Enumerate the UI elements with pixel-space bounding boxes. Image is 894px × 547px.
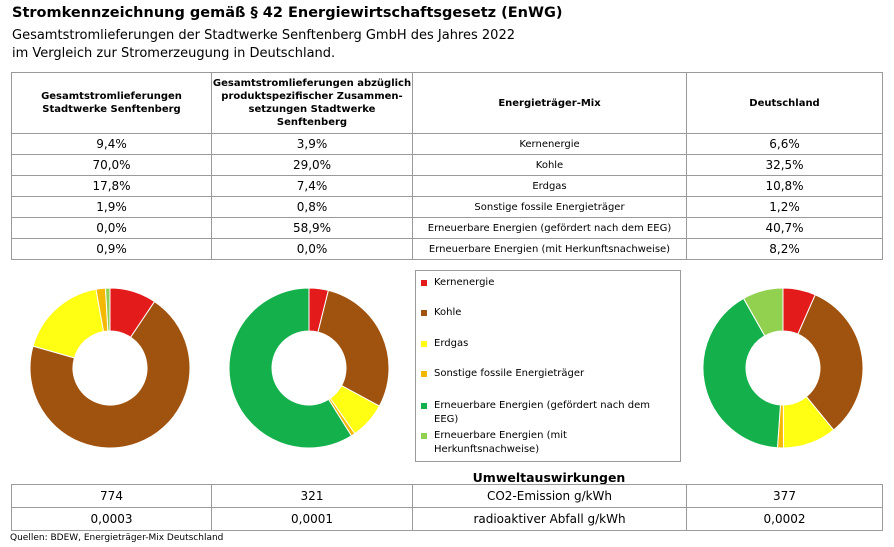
donut-slice-erneuerbare-energien-gefördert-nach-dem-eeg [702,297,781,449]
donut-slice-kohle [29,300,191,449]
cell-germany: 1,2% [686,196,883,218]
cell-germany: 377 [686,484,883,508]
legend-label: Erneuerbare Energien (gefördert nach dem… [434,400,650,425]
cell-label: CO2-Emission g/kWh [412,484,687,508]
cell-germany: 0,0002 [686,507,883,531]
legend-label: Erneuerbare Energien (mit Herkunftsnachw… [434,430,567,455]
cell-germany: 10,8% [686,175,883,197]
cell-total: 0,0% [11,217,212,239]
subtitle-line-1: Gesamtstromlieferungen der Stadtwerke Se… [12,28,515,43]
table-row: 0,0% 58,9% Erneuerbare Energien (geförde… [11,217,883,239]
legend-label: Kohle [434,307,462,318]
legend-swatch [421,280,427,286]
header-germany: Deutschland [686,72,883,134]
donut-chart-total [29,287,191,449]
cell-total: 9,4% [11,133,212,155]
cell-source: Sonstige fossile Energieträger [412,196,687,218]
legend-swatch [421,341,427,347]
table-row: 0,0003 0,0001 radioaktiver Abfall g/kWh … [11,507,883,531]
subtitle-line-2: im Vergleich zur Stromerzeugung in Deuts… [12,46,336,61]
cell-germany: 6,6% [686,133,883,155]
cell-source: Erdgas [412,175,687,197]
legend-label: Erdgas [434,338,469,349]
page-title: Stromkennzeichnung gemäß § 42 Energiewir… [12,5,563,21]
legend-swatch [421,371,427,377]
cell-source: Kernenergie [412,133,687,155]
environment-title: Umweltauswirkungen [472,470,626,485]
header-mix: Energieträger-Mix [412,72,687,134]
cell-germany: 8,2% [686,238,883,260]
cell-total: 17,8% [11,175,212,197]
chart-legend: Kernenergie Kohle Erdgas Sonstige fossil… [415,270,681,462]
legend-label: Sonstige fossile Energieträger [434,368,585,379]
cell-source: Erneuerbare Energien (gefördert nach dem… [412,217,687,239]
cell-germany: 32,5% [686,154,883,176]
cell-total: 774 [11,484,212,508]
table-row: 70,0% 29,0% Kohle 32,5% [11,154,883,176]
cell-adjusted: 321 [211,484,413,508]
cell-adjusted: 0,8% [211,196,413,218]
donut-slice-kohle [797,294,864,431]
table-row: 0,9% 0,0% Erneuerbare Energien (mit Herk… [11,238,883,260]
cell-adjusted: 58,9% [211,217,413,239]
table-header-row: Gesamtstromlieferungen Stadtwerke Senfte… [11,72,883,134]
donut-chart-adjusted [228,287,390,449]
donut-slice-erneuerbare-energien-mit-herkunftsnachweise [742,287,784,337]
cell-adjusted: 0,0% [211,238,413,260]
environment-table: 774 321 CO2-Emission g/kWh 377 0,0003 0,… [11,484,883,531]
legend-swatch [421,310,427,316]
legend-swatch [421,433,427,439]
cell-adjusted: 7,4% [211,175,413,197]
cell-adjusted: 29,0% [211,154,413,176]
cell-total: 70,0% [11,154,212,176]
cell-germany: 40,7% [686,217,883,239]
cell-source: Kohle [412,154,687,176]
energy-mix-table: Gesamtstromlieferungen Stadtwerke Senfte… [11,72,883,260]
cell-total: 1,9% [11,196,212,218]
cell-adjusted: 3,9% [211,133,413,155]
table-row: 17,8% 7,4% Erdgas 10,8% [11,175,883,197]
table-row: 1,9% 0,8% Sonstige fossile Energieträger… [11,196,883,218]
cell-source: Erneuerbare Energien (mit Herkunftsnachw… [412,238,687,260]
table-row: 9,4% 3,9% Kernenergie 6,6% [11,133,883,155]
legend-label: Kernenergie [434,277,495,288]
cell-adjusted: 0,0001 [211,507,413,531]
table-row: 774 321 CO2-Emission g/kWh 377 [11,484,883,508]
header-total: Gesamtstromlieferungen Stadtwerke Senfte… [11,72,212,134]
legend-swatch [421,403,427,409]
header-adjusted: Gesamtstromlieferungen abzüglich produkt… [211,72,413,134]
cell-label: radioaktiver Abfall g/kWh [412,507,687,531]
donut-slice-erneuerbare-energien-mit-herkunftsnachweise [104,287,111,332]
donut-slice-erneuerbare-energien-gefördert-nach-dem-eeg [228,287,353,449]
donut-chart-germany [702,287,864,449]
sources-note: Quellen: BDEW, Energieträger-Mix Deutsch… [10,533,224,543]
cell-total: 0,0003 [11,507,212,531]
donut-slice-kohle [317,289,390,407]
cell-total: 0,9% [11,238,212,260]
donut-slice-erdgas [32,288,105,359]
